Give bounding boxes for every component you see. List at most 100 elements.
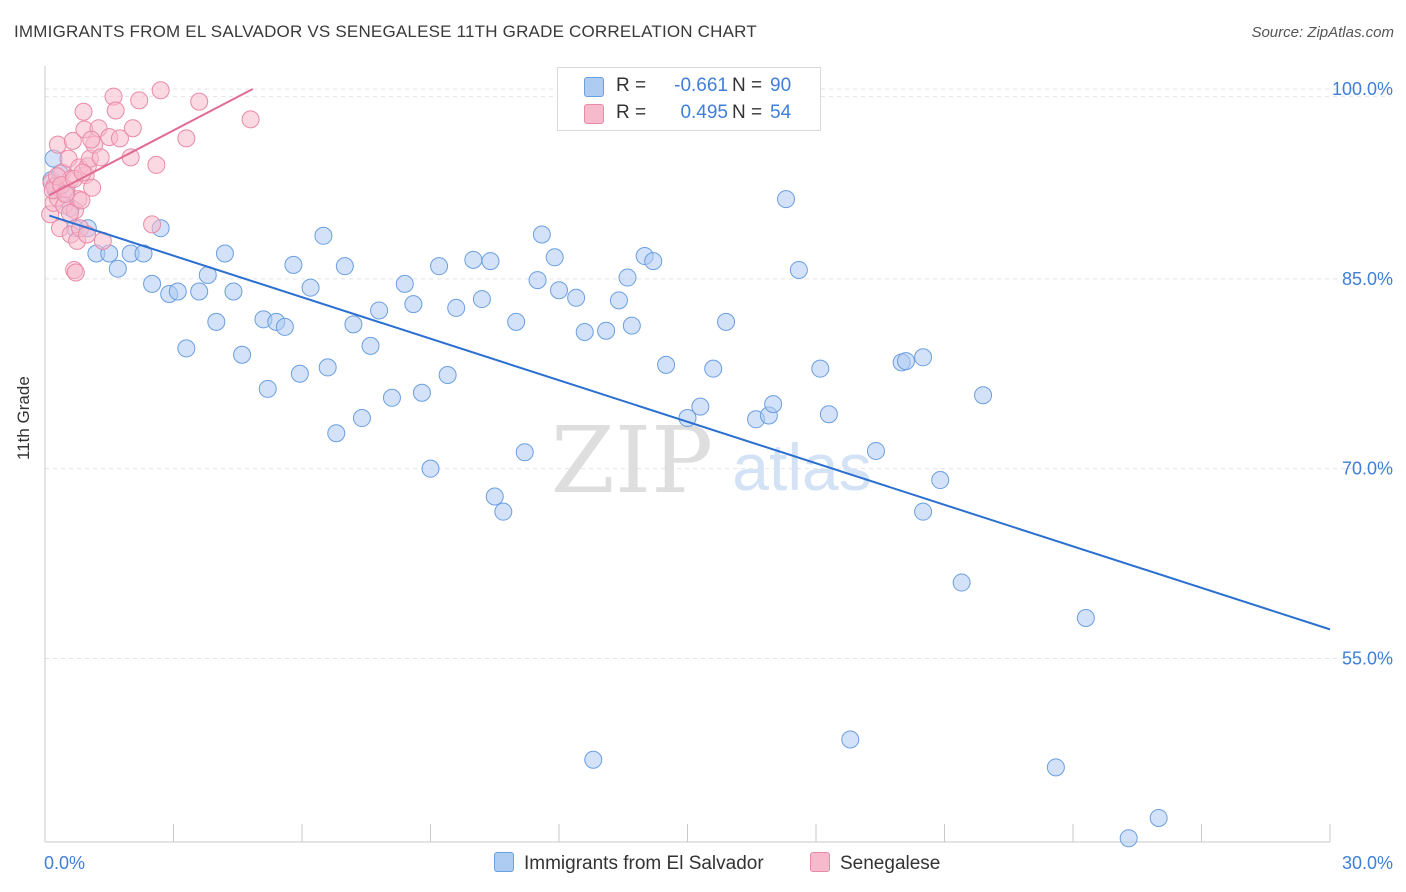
pink-data-point <box>83 178 102 197</box>
blue-data-point <box>224 282 243 301</box>
blue-data-point <box>657 355 676 374</box>
blue-data-point <box>485 487 504 506</box>
pink-swatch <box>584 104 604 124</box>
pink-n-value: 54 <box>770 102 792 123</box>
blue-data-point <box>777 190 796 209</box>
blue-data-point <box>1046 758 1065 777</box>
pink-data-point <box>190 92 209 111</box>
legend-pink-swatch <box>810 852 830 872</box>
blue-data-point <box>841 730 860 749</box>
blue-data-point <box>914 348 933 367</box>
blue-data-point <box>691 397 710 416</box>
pink-data-point <box>77 225 96 244</box>
blue-data-point <box>507 312 526 331</box>
blue-data-point <box>532 225 551 244</box>
y-tick-label: 70.0% <box>1342 459 1393 479</box>
blue-data-point <box>1119 829 1138 848</box>
blue-data-point <box>168 282 187 301</box>
blue-data-point <box>275 317 294 336</box>
chart-title: IMMIGRANTS FROM EL SALVADOR VS SENEGALES… <box>14 22 757 41</box>
blue-data-point <box>143 274 162 293</box>
pink-data-point <box>91 148 110 167</box>
blue-data-point <box>481 252 500 271</box>
blue-r-value: -0.661 <box>674 75 728 96</box>
pink-data-point <box>177 129 196 148</box>
blue-data-point <box>361 336 380 355</box>
blue-data-point <box>528 271 547 290</box>
blue-data-point <box>177 339 196 358</box>
blue-data-point <box>952 573 971 592</box>
x-tick-label: 30.0% <box>1342 853 1393 873</box>
blue-data-point <box>914 502 933 521</box>
blue-data-point <box>811 359 830 378</box>
blue-data-point <box>327 424 346 443</box>
blue-data-point <box>644 252 663 271</box>
blue-trend-line <box>48 214 1331 631</box>
y-tick-label: 100.0% <box>1332 79 1393 99</box>
pink-data-point <box>56 185 75 204</box>
n-label: N = <box>732 75 763 96</box>
blue-data-point <box>258 379 277 398</box>
blue-data-point <box>597 321 616 340</box>
blue-data-point <box>382 388 401 407</box>
pink-data-point <box>143 215 162 234</box>
blue-data-point <box>284 255 303 274</box>
r-label: R = <box>616 75 647 96</box>
x-tick-label: 0.0% <box>44 853 85 873</box>
blue-data-point <box>704 359 723 378</box>
legend: Immigrants from El Salvador Senegalese <box>0 852 1406 876</box>
blue-data-point <box>447 298 466 317</box>
blue-data-point <box>866 441 885 460</box>
pink-data-point <box>147 155 166 174</box>
legend-blue-label: Immigrants from El Salvador <box>524 853 764 874</box>
blue-data-point <box>515 443 534 462</box>
source-label: Source: ZipAtlas.com <box>1251 24 1394 41</box>
pink-data-point <box>121 148 140 167</box>
watermark-atlas: atlas <box>732 430 871 504</box>
stats-box: R = -0.661 N = 90 R = 0.495 N = 54 <box>557 67 821 131</box>
blue-data-point <box>290 364 309 383</box>
blue-data-point <box>472 290 491 309</box>
blue-data-point <box>395 274 414 293</box>
blue-data-point <box>421 459 440 478</box>
blue-data-point <box>896 352 915 371</box>
pink-data-point <box>66 263 85 282</box>
blue-data-point <box>335 257 354 276</box>
blue-data-point <box>233 345 252 364</box>
pink-data-point <box>74 102 93 121</box>
blue-data-point <box>352 409 371 428</box>
blue-data-point <box>207 312 226 331</box>
pink-data-point <box>110 129 129 148</box>
pink-data-point <box>130 91 149 110</box>
y-tick-label: 55.0% <box>1342 648 1393 668</box>
blue-data-point <box>464 250 483 269</box>
blue-data-point <box>430 257 449 276</box>
pink-data-point <box>241 110 260 129</box>
blue-data-point <box>764 395 783 414</box>
blue-data-point <box>314 226 333 245</box>
blue-data-point <box>819 405 838 424</box>
blue-data-point <box>1076 608 1095 627</box>
pink-data-point <box>106 101 125 120</box>
blue-data-point <box>344 315 363 334</box>
blue-data-point <box>622 316 641 335</box>
legend-item-blue[interactable]: Immigrants from El Salvador <box>494 852 764 875</box>
y-axis-label: 11th Grade <box>14 376 33 460</box>
blue-data-point <box>370 301 389 320</box>
blue-data-point <box>545 248 564 267</box>
blue-data-point <box>575 322 594 341</box>
blue-data-point <box>584 750 603 769</box>
blue-data-point <box>412 383 431 402</box>
legend-pink-label: Senegalese <box>840 853 941 874</box>
blue-data-point <box>318 358 337 377</box>
blue-data-point <box>618 268 637 287</box>
pink-data-point <box>63 131 82 150</box>
legend-item-pink[interactable]: Senegalese <box>810 852 940 875</box>
pink-r-value: 0.495 <box>680 102 728 123</box>
blue-data-point <box>108 259 127 278</box>
blue-data-point <box>404 295 423 314</box>
blue-data-point <box>438 366 457 385</box>
legend-blue-swatch <box>494 852 514 872</box>
n-label: N = <box>732 102 763 123</box>
